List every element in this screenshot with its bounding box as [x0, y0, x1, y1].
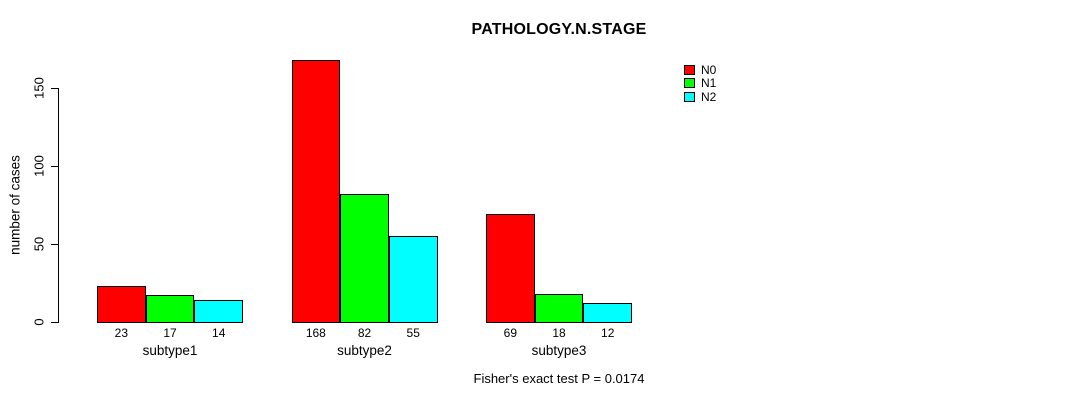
- legend-row-n2: N2: [684, 90, 716, 104]
- bar-value-label: 55: [406, 326, 420, 340]
- category-label-subtype3: subtype3: [531, 343, 587, 358]
- legend-swatch-n2: [684, 91, 695, 102]
- bar-n1-subtype3: [534, 293, 584, 323]
- chart-title: PATHOLOGY.N.STAGE: [471, 21, 647, 38]
- bar-value-label: 23: [114, 326, 129, 340]
- legend-swatch-n1: [684, 78, 695, 89]
- bar-value-label: 12: [601, 326, 615, 340]
- legend-label: N1: [701, 76, 717, 91]
- bar-n0-subtype1: [97, 286, 146, 323]
- y-axis-line: [58, 88, 59, 323]
- legend-swatch-n0: [684, 64, 695, 75]
- footnote: Fisher's exact test P = 0.0174: [473, 371, 645, 386]
- y-tick-label: 50: [31, 236, 47, 252]
- bar-value-label: 168: [305, 326, 326, 340]
- legend-label: N2: [701, 89, 717, 104]
- bar-value-label: 18: [552, 326, 566, 340]
- bar-n2-subtype2: [388, 236, 438, 323]
- y-tick: [51, 166, 58, 167]
- legend-row-n0: N0: [684, 63, 716, 77]
- legend-label: N0: [701, 62, 717, 77]
- category-label-subtype1: subtype1: [142, 343, 198, 358]
- bar-n1-subtype1: [145, 295, 195, 323]
- legend: N0 N1 N2: [684, 63, 716, 104]
- y-tick: [51, 322, 58, 323]
- bar-n1-subtype2: [340, 194, 389, 323]
- y-axis-label: number of cases: [7, 155, 23, 255]
- y-tick-label: 100: [31, 155, 47, 177]
- bar-n2-subtype1: [194, 300, 244, 323]
- bar-value-label: 69: [503, 326, 518, 340]
- y-tick: [51, 244, 58, 245]
- y-tick-label: 150: [31, 77, 47, 99]
- y-tick: [51, 88, 58, 89]
- bar-n0-subtype3: [486, 214, 535, 323]
- bar-value-label: 17: [163, 326, 177, 340]
- category-label-subtype2: subtype2: [337, 343, 392, 358]
- bar-n2-subtype3: [583, 303, 633, 323]
- y-tick-label: 0: [31, 318, 47, 326]
- bar-n0-subtype2: [291, 59, 341, 323]
- bar-value-label: 82: [357, 326, 372, 340]
- legend-row-n1: N1: [684, 77, 716, 91]
- bar-value-label: 14: [212, 326, 226, 340]
